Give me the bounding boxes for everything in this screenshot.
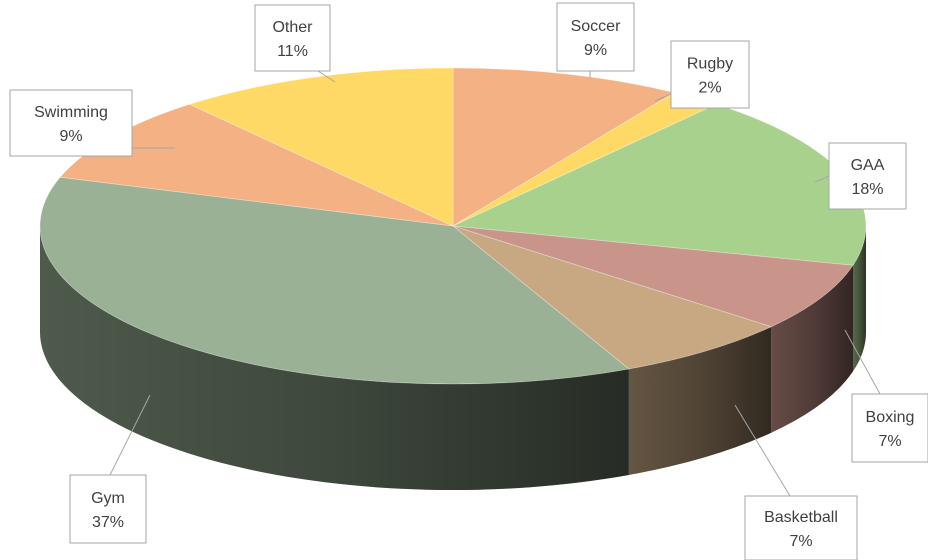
data-label-box-soccer xyxy=(556,2,635,72)
data-label-box-gym xyxy=(69,474,147,544)
data-label-rugby: Rugby 2% xyxy=(654,40,750,109)
data-label-box-basketball xyxy=(744,495,858,560)
slice-percent-basketball: 7% xyxy=(789,533,812,550)
leader-line-other xyxy=(317,70,336,83)
data-label-boxing: Boxing 7% xyxy=(844,329,928,463)
pie-slice-soccer xyxy=(452,67,676,227)
data-label-swimming: Swimming 9% xyxy=(9,89,175,157)
side-wall-shading-gym xyxy=(40,226,629,491)
slice-label-basketball: Basketball xyxy=(764,509,838,526)
side-wall-shading-basketball xyxy=(628,326,772,475)
slice-percent-soccer: 9% xyxy=(584,42,607,59)
data-labels: Soccer 9% Rugby 2% GAA 18% Boxing 7% Basketball 7… xyxy=(9,2,928,560)
data-label-gaa: GAA 18% xyxy=(814,142,907,210)
side-wall-shading-gaa xyxy=(853,226,866,372)
slice-label-gaa: GAA xyxy=(851,157,885,174)
data-label-box-other xyxy=(254,4,331,72)
slice-percent-swimming: 9% xyxy=(59,128,82,145)
data-label-box-boxing xyxy=(851,393,928,463)
data-label-gym: Gym 37% xyxy=(69,394,151,544)
data-label-box-gaa xyxy=(828,142,907,210)
slice-label-swimming: Swimming xyxy=(34,104,108,121)
slice-percent-gaa: 18% xyxy=(851,181,883,198)
pie-slice-basketball xyxy=(452,225,773,370)
data-label-other: Other 11% xyxy=(254,4,336,83)
slice-percent-other: 11% xyxy=(277,43,308,60)
leader-line-basketball xyxy=(734,404,791,497)
slice-label-other: Other xyxy=(272,19,313,36)
pie-slice-other xyxy=(188,67,454,227)
slice-percent-boxing: 7% xyxy=(878,433,901,450)
data-label-box-swimming xyxy=(9,89,133,157)
slice-label-rugby: Rugby xyxy=(687,56,733,73)
leader-line-boxing xyxy=(844,329,881,395)
leader-line-rugby xyxy=(654,93,672,102)
pie-slice-gym xyxy=(39,176,630,385)
data-label-basketball: Basketball 7% xyxy=(734,404,858,560)
pie-top-faces xyxy=(39,67,867,385)
pie-slice-boxing xyxy=(452,225,854,328)
slice-percent-gym: 37% xyxy=(92,514,124,531)
data-label-soccer: Soccer 9% xyxy=(556,2,635,78)
data-label-box-rugby xyxy=(670,40,750,109)
leader-line-gaa xyxy=(814,175,830,183)
pie-side-walls xyxy=(40,226,866,491)
slice-label-gym: Gym xyxy=(91,490,125,507)
leader-line-gym xyxy=(109,394,151,476)
slice-label-soccer: Soccer xyxy=(571,18,621,35)
slice-label-boxing: Boxing xyxy=(866,409,915,426)
slice-percent-rugby: 2% xyxy=(698,80,721,97)
side-wall-shading-boxing xyxy=(771,265,854,433)
